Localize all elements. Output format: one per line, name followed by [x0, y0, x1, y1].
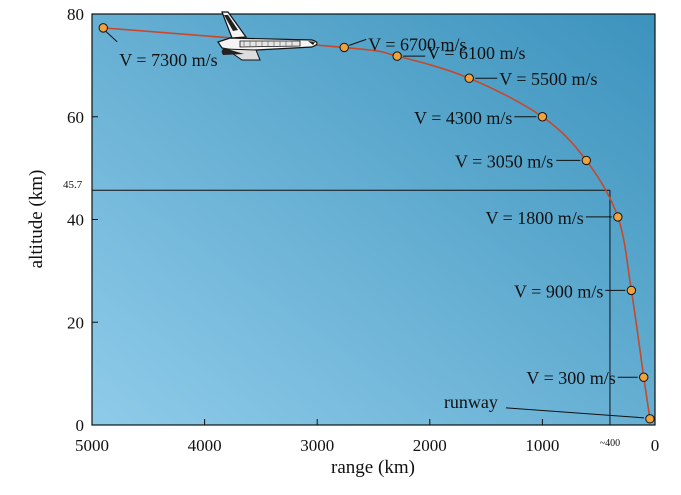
y-axis-label: altitude (km): [26, 170, 47, 269]
velocity-label: V = 3050 m/s: [455, 151, 553, 171]
data-point: [339, 42, 349, 53]
velocity-label: V = 5500 m/s: [499, 69, 597, 89]
data-point: [645, 414, 655, 424]
x-tick-label: 5000: [75, 436, 109, 455]
data-point: [626, 285, 637, 296]
x-tick-label: 2000: [413, 436, 447, 455]
data-point: [98, 23, 108, 33]
velocity-label: V = 6100 m/s: [427, 43, 525, 63]
data-point: [613, 212, 623, 222]
label-leader-line: [349, 38, 367, 46]
label-leader-line: [505, 407, 644, 419]
label-leaders: [104, 30, 644, 419]
plot-area: [91, 13, 656, 426]
x-axis-label: range (km): [331, 457, 415, 478]
velocity-label: V = 6700 m/s: [368, 34, 466, 54]
x-axis-ticks: 5000 4000 3000 2000 1000 0: [75, 419, 659, 455]
y-axis-ticks: 0 20 40 60 80: [67, 5, 98, 435]
y-tick-label: 20: [67, 313, 84, 332]
y-tick-label: 80: [67, 5, 84, 24]
velocity-label: V = 300 m/s: [526, 368, 615, 388]
label-leader-line: [104, 30, 118, 43]
reference-y-label: 45.7: [63, 179, 83, 191]
velocity-label: V = 900 m/s: [514, 281, 603, 301]
space-shuttle-icon: [217, 11, 318, 61]
velocity-label: V = 4300 m/s: [414, 108, 512, 128]
data-point: [639, 372, 649, 382]
data-point: [464, 73, 474, 83]
data-labels: V = 7300 m/s V = 6700 m/sV = 6100 m/s V = …: [119, 34, 615, 411]
data-points: [98, 23, 655, 424]
velocity-label: V = 7300 m/s: [119, 50, 217, 70]
x-tick-label: 4000: [188, 436, 222, 455]
x-tick-label: 1000: [525, 436, 559, 455]
data-point: [537, 112, 548, 122]
velocity-label: V = 1800 m/s: [485, 208, 583, 228]
x-tick-label: 0: [651, 436, 660, 455]
y-tick-label: 0: [76, 416, 85, 435]
y-tick-label: 60: [67, 108, 84, 127]
runway-label: runway: [444, 392, 498, 412]
y-tick-label: 40: [67, 211, 84, 230]
reference-lines: 45.7 ~400: [63, 179, 620, 449]
data-point: [581, 155, 592, 166]
reference-x-label: ~400: [600, 438, 620, 449]
x-tick-label: 3000: [300, 436, 334, 455]
data-point: [392, 51, 402, 61]
